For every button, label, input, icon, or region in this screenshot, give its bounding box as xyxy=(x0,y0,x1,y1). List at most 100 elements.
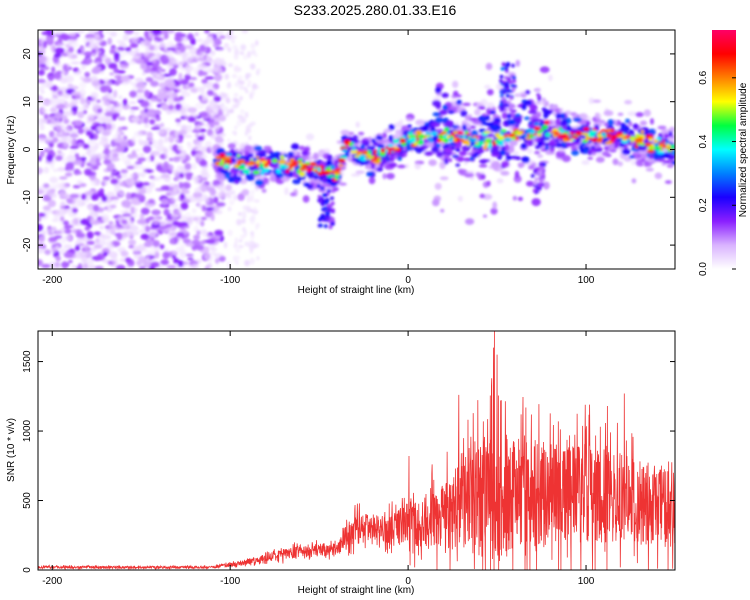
heatmap-cell xyxy=(133,31,140,36)
heatmap-cell xyxy=(327,208,332,213)
heatmap-cell xyxy=(376,167,384,172)
heatmap-cell xyxy=(511,87,516,92)
heatmap-cell xyxy=(445,120,454,128)
heatmap-cell xyxy=(194,133,200,138)
heatmap-cell xyxy=(90,91,99,96)
heatmap-cell xyxy=(108,149,116,156)
heatmap-cell xyxy=(129,90,137,98)
heatmap-cell xyxy=(146,204,154,209)
heatmap-cell xyxy=(38,69,45,76)
heatmap-cell xyxy=(439,109,448,116)
heatmap-cell xyxy=(187,257,194,261)
heatmap-cell xyxy=(492,201,498,210)
heatmap-cell xyxy=(54,47,65,54)
heatmap-cell xyxy=(657,125,667,130)
heatmap-cell xyxy=(313,166,317,170)
heatmap-cell xyxy=(195,197,202,203)
heatmap-cell xyxy=(142,145,152,154)
heatmap-cell xyxy=(254,179,264,187)
heatmap-cell xyxy=(241,30,248,34)
heatmap-cell xyxy=(94,265,104,269)
heatmap-cell xyxy=(122,33,130,42)
heatmap-cell xyxy=(65,44,71,49)
heatmap-cell xyxy=(397,156,403,161)
heatmap-cell xyxy=(79,75,85,81)
heatmap-cell xyxy=(121,62,130,67)
heatmap-cell xyxy=(516,130,523,137)
heatmap-cell xyxy=(128,59,137,65)
heatmap-cell xyxy=(285,169,290,174)
heatmap-cell xyxy=(504,151,510,156)
heatmap-cell xyxy=(643,109,651,117)
heatmap-cell xyxy=(525,180,535,187)
heatmap-cell xyxy=(625,118,631,124)
heatmap-cell xyxy=(143,117,149,124)
heatmap-cell xyxy=(253,145,263,151)
heatmap-cell xyxy=(41,230,47,236)
heatmap-cell xyxy=(125,257,132,263)
heatmap-cell xyxy=(213,37,222,45)
heatmap-cell xyxy=(238,212,242,216)
heatmap-cell xyxy=(520,143,528,150)
heatmap-cell xyxy=(63,64,68,70)
heatmap-cell xyxy=(585,120,591,127)
heatmap-cell xyxy=(84,226,91,231)
heatmap-cell xyxy=(166,264,177,269)
heatmap-cell xyxy=(460,139,466,143)
heatmap-cell xyxy=(249,257,255,265)
heatmap-cell xyxy=(399,138,406,144)
heatmap-cell xyxy=(523,116,531,121)
heatmap-cell xyxy=(174,35,184,43)
heatmap-cell xyxy=(57,264,63,269)
heatmap-cell xyxy=(221,97,226,102)
heatmap-cell xyxy=(250,63,256,70)
heatmap-cell xyxy=(615,131,624,136)
colorbar-bar xyxy=(712,30,736,269)
heatmap-cell xyxy=(431,145,440,153)
heatmap-cell xyxy=(143,49,150,56)
heatmap-cell xyxy=(99,225,105,230)
heatmap-cell xyxy=(343,139,351,144)
heatmap-cell xyxy=(81,255,88,263)
heatmap-cell xyxy=(87,30,96,33)
heatmap-cell xyxy=(206,238,216,245)
heatmap-cell xyxy=(239,96,243,101)
heatmap-cell xyxy=(515,156,521,161)
heatmap-cell xyxy=(484,84,491,89)
heatmap-cell xyxy=(160,185,171,191)
heatmap-cell xyxy=(227,206,232,212)
heatmap-cell xyxy=(125,192,132,200)
heatmap-cell xyxy=(140,233,150,240)
heatmap-cell xyxy=(528,121,533,125)
heatmap-cell xyxy=(583,127,590,132)
heatmap-cell xyxy=(169,92,174,100)
heatmap-cell xyxy=(96,99,101,103)
heatmap-cell xyxy=(194,153,201,158)
heatmap-cell xyxy=(214,229,224,236)
heatmap-cell xyxy=(67,32,77,37)
heatmap-cell xyxy=(559,121,568,127)
heatmap-cell xyxy=(209,123,215,128)
x-tick-label: -100 xyxy=(220,275,240,286)
heatmap-cell xyxy=(49,176,59,184)
heatmap-cell xyxy=(84,191,93,196)
heatmap-cell xyxy=(90,179,99,187)
heatmap-cell xyxy=(128,101,137,105)
heatmap-cell xyxy=(233,194,238,201)
heatmap-cell xyxy=(232,44,238,50)
heatmap-cell xyxy=(578,113,588,120)
heatmap-cell xyxy=(461,145,471,152)
heatmap-cell xyxy=(47,232,54,236)
heatmap-cell xyxy=(179,106,187,114)
heatmap-cell xyxy=(544,145,550,150)
heatmap-cell xyxy=(155,164,163,172)
heatmap-cell xyxy=(466,132,471,136)
heatmap-cell xyxy=(180,91,191,97)
heatmap-cell xyxy=(255,159,261,165)
heatmap-cell xyxy=(156,176,161,182)
heatmap-cell xyxy=(370,163,376,170)
heatmap-cell xyxy=(368,176,376,185)
heatmap-cell xyxy=(328,203,333,208)
heatmap-cell xyxy=(432,199,440,207)
